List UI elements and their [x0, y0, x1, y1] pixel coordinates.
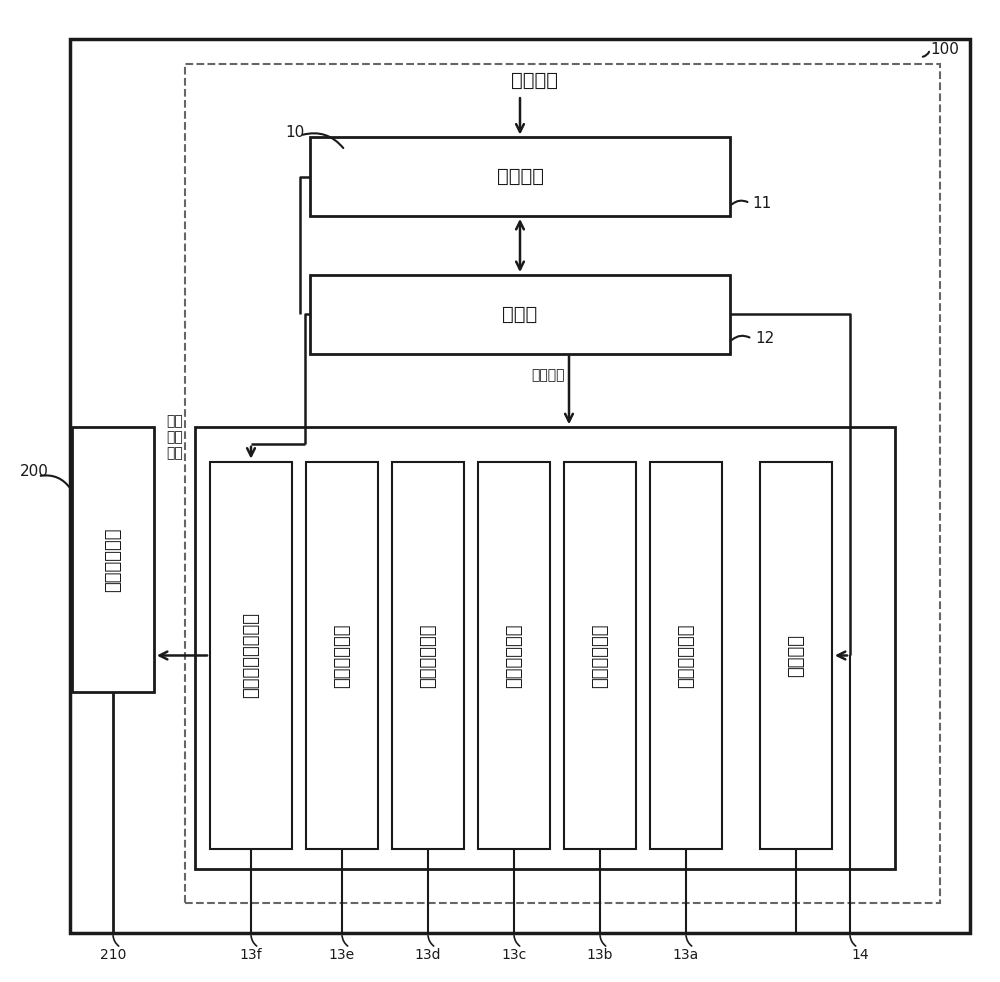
Text: 排程参数: 排程参数 [512, 71, 558, 90]
Text: 13e: 13e [329, 948, 355, 961]
Text: 210: 210 [100, 948, 126, 961]
Text: 200: 200 [20, 464, 49, 479]
Text: 前后轴驱动器: 前后轴驱动器 [419, 624, 437, 687]
Bar [306, 462, 378, 849]
Text: 14: 14 [851, 948, 869, 961]
Text: 人机界面: 人机界面 [496, 167, 544, 187]
Bar [650, 462, 722, 849]
Bar [72, 427, 154, 692]
Text: 13d: 13d [415, 948, 441, 961]
Text: 11: 11 [752, 195, 771, 211]
Text: 伺服张力器驱动器: 伺服张力器驱动器 [242, 613, 260, 698]
Text: 10: 10 [285, 125, 304, 140]
Bar [210, 462, 292, 849]
Text: 12: 12 [755, 331, 774, 347]
Bar [760, 462, 832, 849]
Bar [392, 462, 464, 849]
Bar [564, 462, 636, 849]
Bar [310, 275, 730, 354]
Bar [310, 137, 730, 216]
Bar [478, 462, 550, 849]
Text: 13a: 13a [673, 948, 699, 961]
Bar [185, 64, 940, 903]
Text: 绕线指令: 绕线指令 [531, 368, 565, 382]
Text: 报警元件: 报警元件 [787, 634, 805, 677]
Text: 13b: 13b [587, 948, 613, 961]
Text: 13f: 13f [240, 948, 262, 961]
Text: 换极轴驱动器: 换极轴驱动器 [677, 624, 695, 687]
Text: 左右轴驱动器: 左右轴驱动器 [591, 624, 609, 687]
Text: 13c: 13c [501, 948, 527, 961]
Text: 100: 100 [930, 41, 959, 57]
Bar [195, 427, 895, 869]
Text: 绕线轴驱动器: 绕线轴驱动器 [333, 624, 351, 687]
Text: 张力
调整
指令: 张力 调整 指令 [167, 413, 183, 461]
Text: 控制器: 控制器 [502, 304, 538, 324]
Text: 交流伺服电机: 交流伺服电机 [104, 527, 122, 592]
Text: 上下轴驱动器: 上下轴驱动器 [505, 624, 523, 687]
